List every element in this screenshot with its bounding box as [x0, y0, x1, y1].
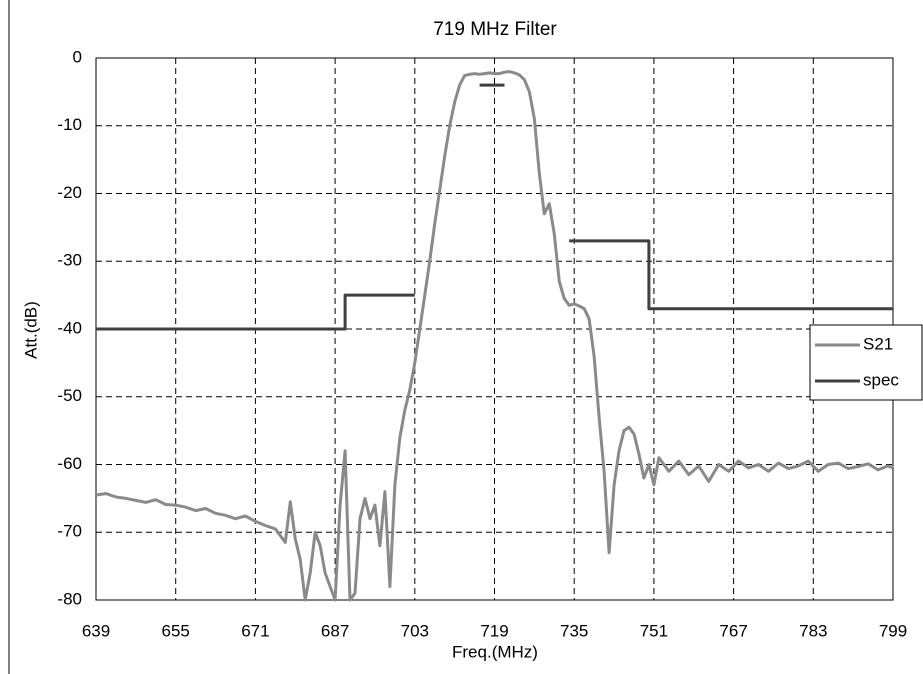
series-line	[96, 83, 893, 331]
y-tick-label: -50	[57, 386, 82, 405]
y-axis-label: Att.(dB)	[21, 301, 40, 359]
legend-label: S21	[863, 334, 893, 353]
y-tick-label: -30	[57, 251, 82, 270]
x-tick-label: 655	[162, 621, 190, 640]
series-line	[95, 70, 894, 602]
x-tick-label: 671	[241, 621, 269, 640]
x-tick-label: 687	[321, 621, 349, 640]
x-tick-label: 719	[480, 621, 508, 640]
y-tick-label: -10	[57, 115, 82, 134]
x-axis-label: Freq.(MHz)	[452, 642, 538, 661]
legend-label: spec	[863, 370, 899, 389]
x-tick-label: 767	[719, 621, 747, 640]
x-tick-label: 799	[879, 621, 907, 640]
y-tick-label: -60	[57, 454, 82, 473]
x-tick-label: 703	[401, 621, 429, 640]
x-tick-label: 735	[560, 621, 588, 640]
y-tick-label: -20	[57, 183, 82, 202]
x-tick-label: 639	[82, 621, 110, 640]
chart-title: 719 MHz Filter	[433, 19, 557, 40]
y-tick-label: -70	[57, 522, 82, 541]
y-tick-label: -40	[57, 318, 82, 337]
y-tick-label: -80	[57, 589, 82, 608]
x-tick-label: 751	[640, 621, 668, 640]
y-tick-label: 0	[73, 47, 82, 66]
legend-box	[809, 324, 923, 401]
x-tick-label: 783	[799, 621, 827, 640]
